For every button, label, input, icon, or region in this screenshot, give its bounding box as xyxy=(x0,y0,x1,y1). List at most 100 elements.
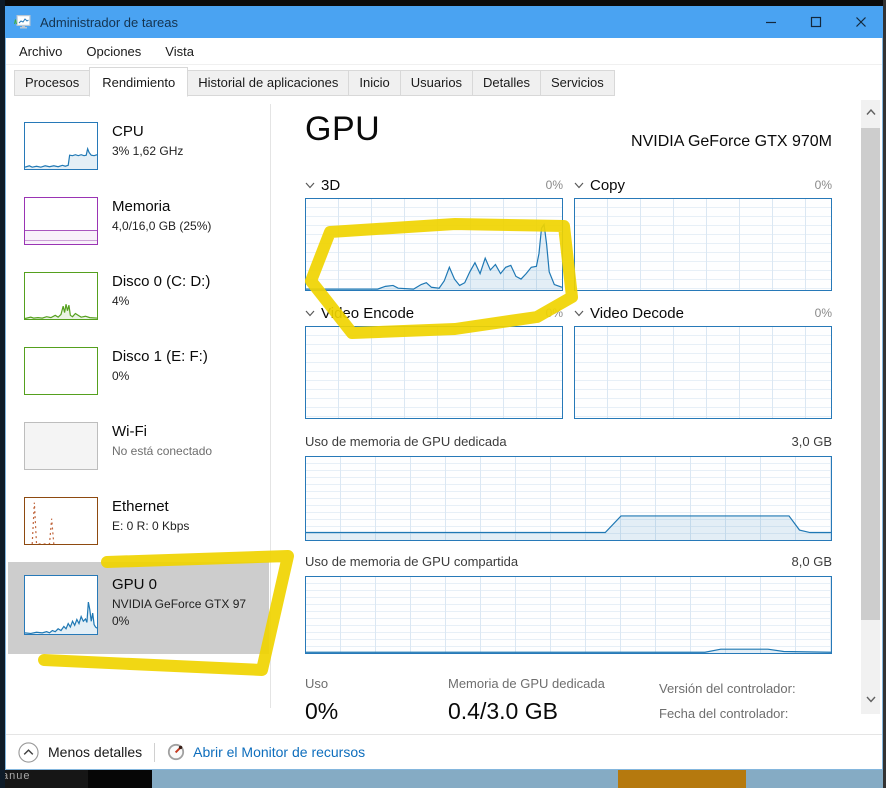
engine-label: Copy xyxy=(590,176,626,194)
tab-inicio[interactable]: Inicio xyxy=(348,70,401,96)
desktop-background-text: anue xyxy=(2,770,31,782)
window-title: Administrador de tareas xyxy=(40,14,179,30)
tabstrip: Procesos Rendimiento Historial de aplica… xyxy=(6,65,882,97)
minimize-button[interactable] xyxy=(748,6,793,38)
dedicated-memory-label: Uso de memoria de GPU dedicada xyxy=(305,434,507,449)
menu-opciones[interactable]: Opciones xyxy=(86,43,142,59)
engine-value: 0% xyxy=(545,306,563,320)
tab-detalles[interactable]: Detalles xyxy=(472,70,542,96)
window-controls xyxy=(748,6,883,38)
driver-info: Versión del controlador: Fecha del contr… xyxy=(659,676,796,726)
stat-label: Memoria de GPU dedicada xyxy=(448,676,605,691)
sidebar-item-title: Ethernet xyxy=(112,498,169,515)
stat-value: 0.4/3.0 GB xyxy=(448,698,558,724)
tab-procesos[interactable]: Procesos xyxy=(14,70,91,96)
scrollbar-thumb[interactable] xyxy=(861,128,880,620)
chevron-down-icon[interactable] xyxy=(305,310,315,317)
chevron-down-icon[interactable] xyxy=(305,182,315,189)
engine-label: Video Decode xyxy=(590,304,684,322)
engine-label: 3D xyxy=(321,176,341,194)
sidebar-item-title: CPU xyxy=(112,123,144,140)
sidebar-item-disco-1[interactable]: Disco 1 (E: F:) 0% xyxy=(8,337,269,412)
titlebar[interactable]: Administrador de tareas xyxy=(5,6,883,38)
disk0-mini-chart xyxy=(24,272,98,320)
open-resource-monitor-link[interactable]: Abrir el Monitor de recursos xyxy=(167,743,365,761)
sidebar-item-gpu-0[interactable]: GPU 0 NVIDIA GeForce GTX 97 0% xyxy=(8,562,269,654)
less-details-label: Menos detalles xyxy=(48,744,143,760)
sidebar-item-title: GPU 0 xyxy=(112,576,158,593)
sidebar-item-disco-0[interactable]: Disco 0 (C: D:) 4% xyxy=(8,262,269,337)
shared-memory-chart xyxy=(305,576,832,654)
engine-3d: 3D 0% xyxy=(305,172,563,291)
stat-uso: Uso 0% xyxy=(305,676,448,726)
memory-mini-chart xyxy=(24,197,98,245)
engine-chart-grid: 3D 0% Copy 0% xyxy=(305,172,832,419)
chevron-down-icon[interactable] xyxy=(574,310,584,317)
tab-historial-de-aplicaciones[interactable]: Historial de aplicaciones xyxy=(187,70,350,96)
sidebar-item-wifi[interactable]: Wi-Fi No está conectado xyxy=(8,412,269,487)
sidebar-item-value: No está conectado xyxy=(112,444,213,458)
sidebar-item-subtitle: NVIDIA GeForce GTX 97 xyxy=(112,597,247,611)
driver-date-label: Fecha del controlador: xyxy=(659,706,789,721)
stat-value: 0% xyxy=(305,698,339,724)
disk1-mini-chart xyxy=(24,347,98,395)
menu-vista[interactable]: Vista xyxy=(165,43,194,59)
shared-memory-header: Uso de memoria de GPU compartida 8,0 GB xyxy=(305,554,832,569)
desktop-background-right xyxy=(883,0,886,788)
menubar: Archivo Opciones Vista xyxy=(6,38,882,65)
menu-archivo[interactable]: Archivo xyxy=(19,43,63,59)
video-decode-usage-chart xyxy=(574,326,832,419)
copy-usage-chart xyxy=(574,198,832,291)
scroll-up-button[interactable] xyxy=(861,100,880,125)
stat-label: Uso xyxy=(305,676,329,691)
scroll-down-button[interactable] xyxy=(861,687,880,712)
stat-memoria-dedicada: Memoria de GPU dedicada 0.4/3.0 GB xyxy=(448,676,659,726)
shared-memory-label: Uso de memoria de GPU compartida xyxy=(305,554,519,569)
sidebar-item-value: 4,0/16,0 GB (25%) xyxy=(112,219,212,233)
wifi-mini-chart xyxy=(24,422,98,470)
chevron-up-circle-icon xyxy=(18,741,39,763)
page-title: GPU xyxy=(305,110,381,148)
desktop-background-bottom: anue xyxy=(0,770,886,788)
sidebar-item-ethernet[interactable]: Ethernet E: 0 R: 0 Kbps xyxy=(8,487,269,562)
sidebar-item-memoria[interactable]: Memoria 4,0/16,0 GB (25%) xyxy=(8,187,269,262)
engine-value: 0% xyxy=(545,178,563,192)
scrollbar[interactable] xyxy=(861,100,880,714)
engine-label: Video Encode xyxy=(321,304,415,322)
tab-usuarios[interactable]: Usuarios xyxy=(399,70,474,96)
engine-video-encode: Video Encode 0% xyxy=(305,300,563,419)
resource-monitor-icon xyxy=(167,743,185,761)
desktop-taskbar-fragment xyxy=(88,770,152,788)
task-manager-icon xyxy=(14,14,32,30)
footer-bar: Menos detalles Abrir el Monitor de recur… xyxy=(6,734,882,769)
less-details-button[interactable]: Menos detalles xyxy=(18,741,143,763)
engine-video-decode: Video Decode 0% xyxy=(574,300,832,419)
sidebar-item-value: 4% xyxy=(112,294,130,308)
video-encode-usage-chart xyxy=(305,326,563,419)
engine-value: 0% xyxy=(814,178,832,192)
tab-rendimiento[interactable]: Rendimiento xyxy=(89,67,189,97)
sidebar-item-cpu[interactable]: CPU 3% 1,62 GHz xyxy=(8,112,269,187)
cpu-mini-chart xyxy=(24,122,98,170)
driver-version-label: Versión del controlador: xyxy=(659,681,796,696)
desktop-background-left xyxy=(0,0,5,788)
sidebar-item-title: Disco 0 (C: D:) xyxy=(112,273,211,290)
resource-monitor-label: Abrir el Monitor de recursos xyxy=(193,744,366,760)
sidebar-item-value: 3% 1,62 GHz xyxy=(112,144,184,158)
chevron-down-icon[interactable] xyxy=(574,182,584,189)
close-button[interactable] xyxy=(838,6,883,38)
sidebar-item-title: Wi-Fi xyxy=(112,423,147,440)
sidebar-item-value: 0% xyxy=(112,369,130,383)
sidebar-item-value: E: 0 R: 0 Kbps xyxy=(112,519,190,533)
dedicated-memory-scale: 3,0 GB xyxy=(791,434,832,449)
engine-copy: Copy 0% xyxy=(574,172,832,291)
performance-content: CPU 3% 1,62 GHz Memoria 4,0/16,0 GB (25%… xyxy=(6,96,882,735)
footer-divider xyxy=(154,742,156,762)
desktop-background-top xyxy=(0,0,886,6)
maximize-button[interactable] xyxy=(793,6,838,38)
gpu-stats-row: Uso 0% Memoria de GPU dedicada 0.4/3.0 G… xyxy=(305,676,796,726)
tab-servicios[interactable]: Servicios xyxy=(540,70,615,96)
gpu-device-name: NVIDIA GeForce GTX 970M xyxy=(631,133,832,150)
sidebar-divider xyxy=(270,104,271,708)
